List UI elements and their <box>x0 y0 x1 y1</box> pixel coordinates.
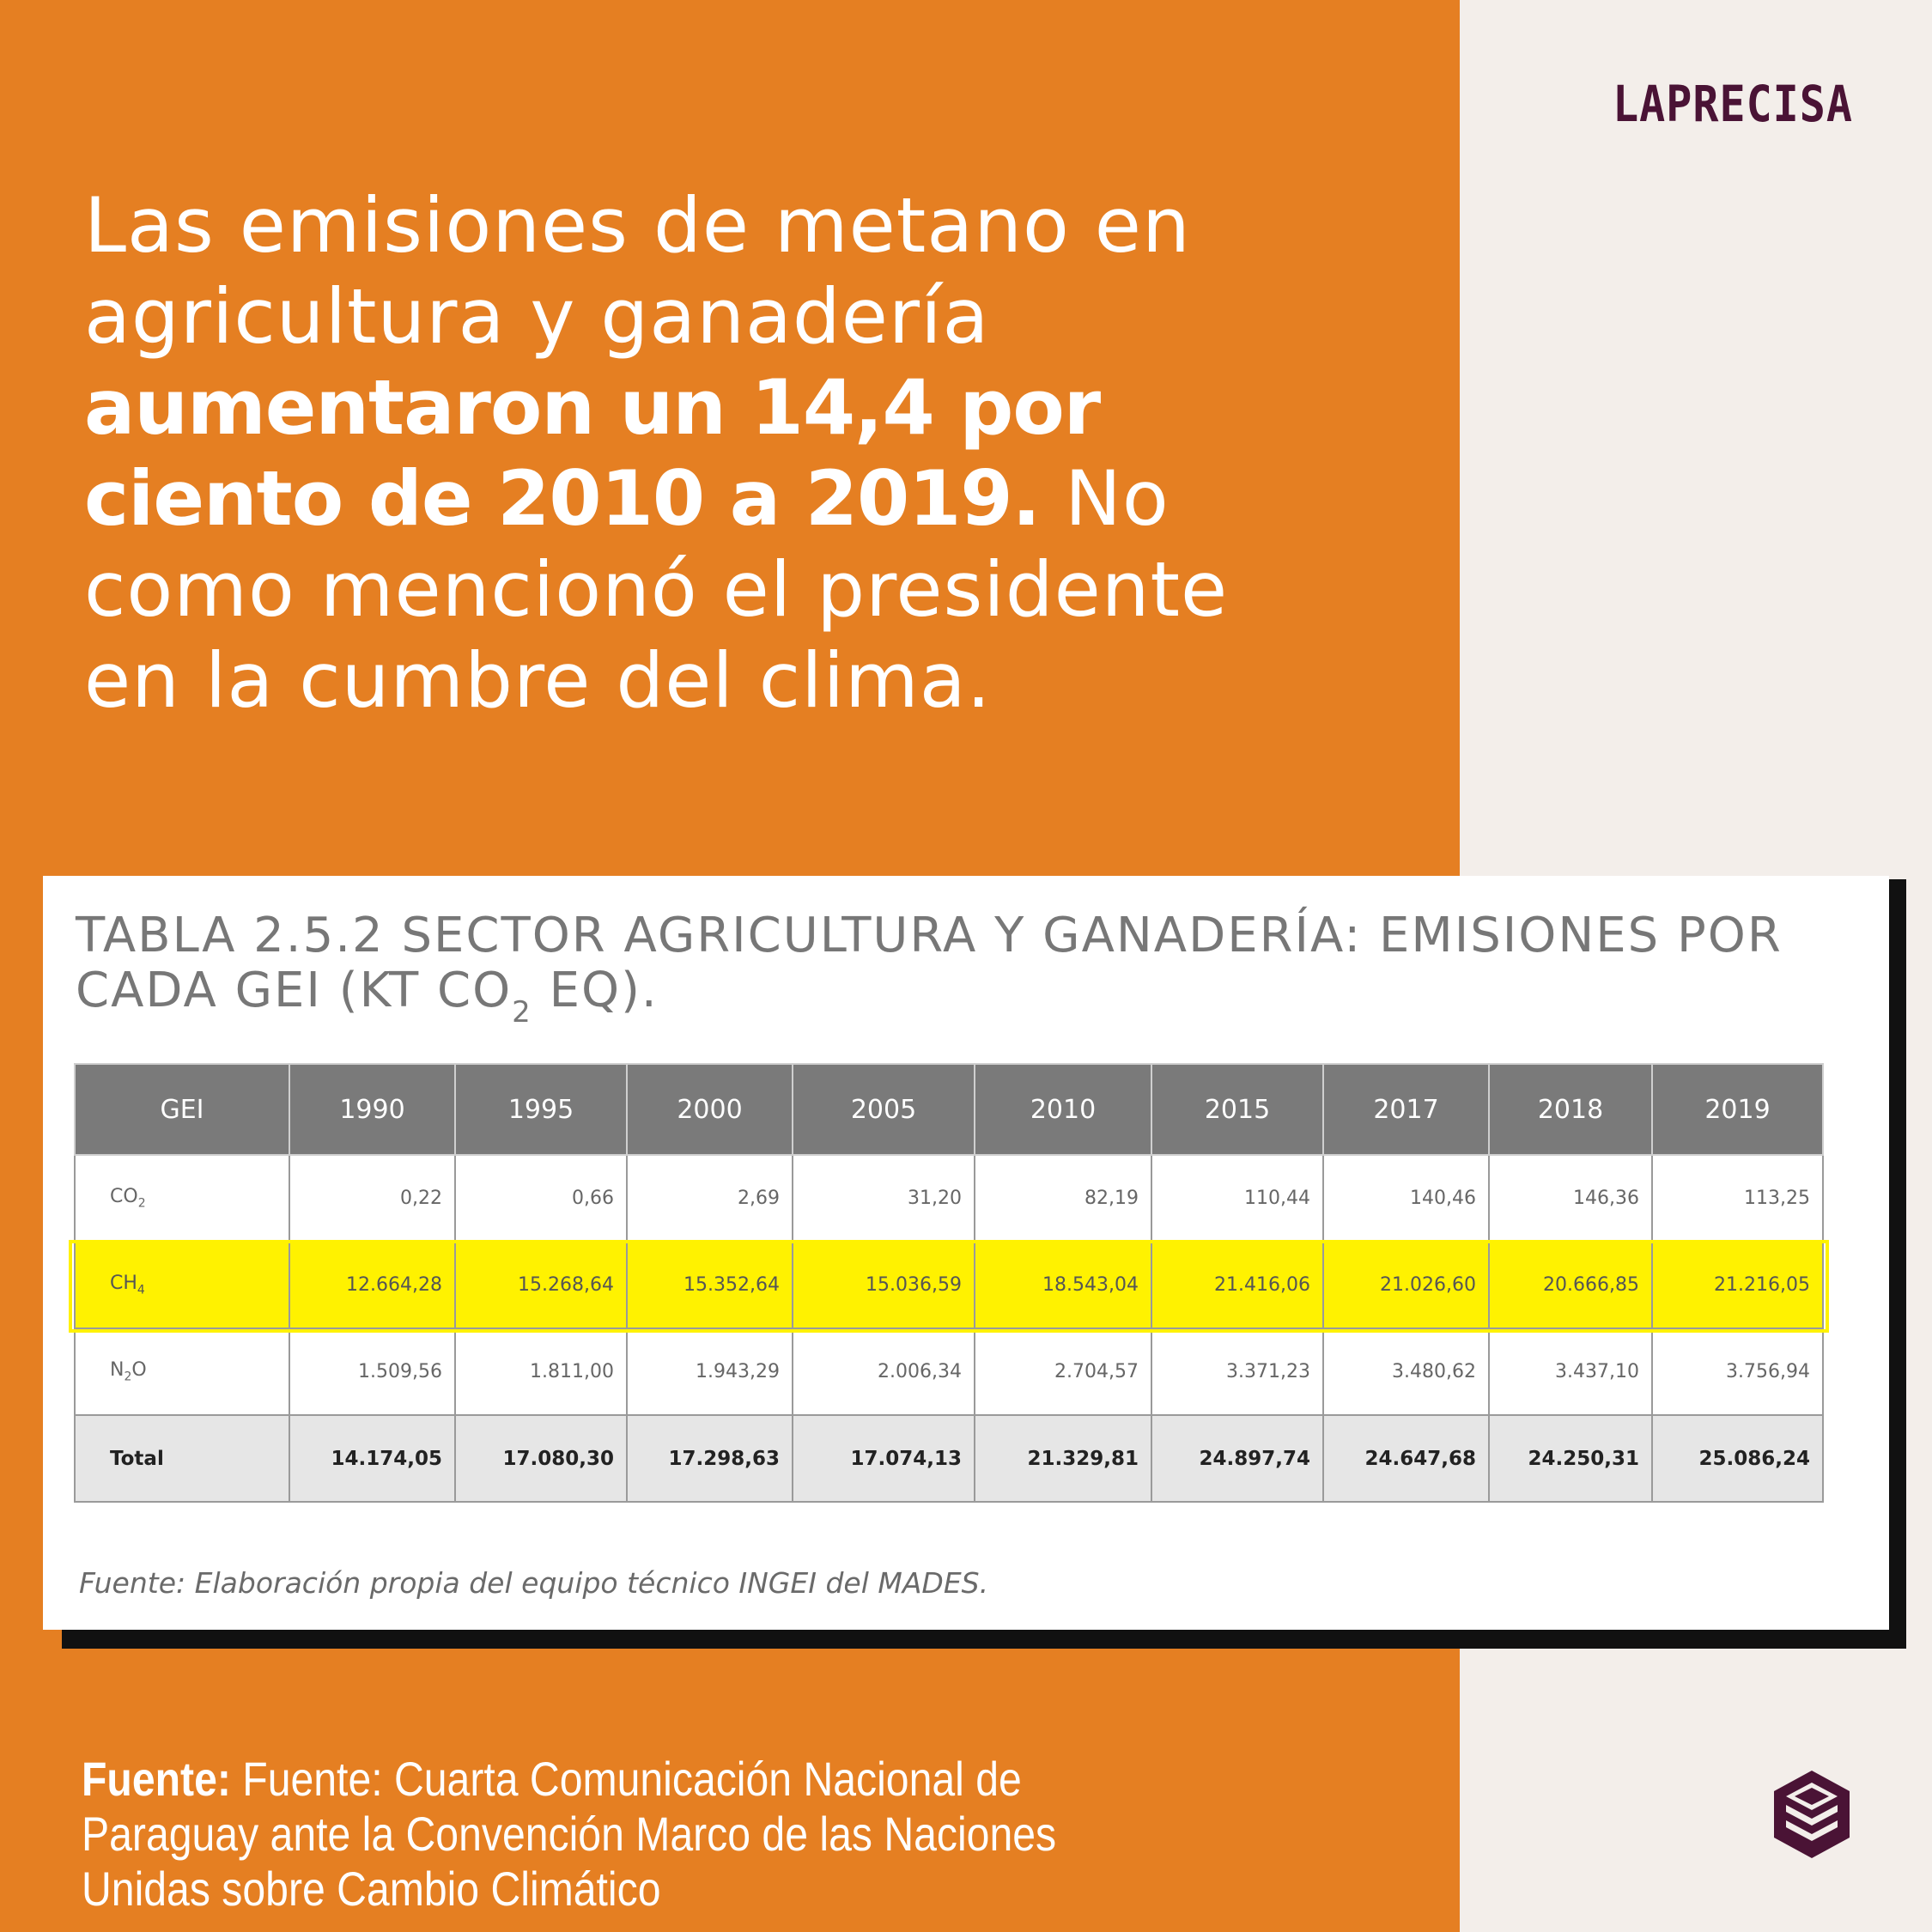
table-row-co2: CO2 0,22 0,66 2,69 31,20 82,19 110,44 14… <box>74 1154 1824 1242</box>
row-label-text: CH <box>110 1273 137 1295</box>
table-cell: 24.897,74 <box>1151 1414 1324 1503</box>
row-label: Total <box>74 1414 290 1503</box>
row-label: CO2 <box>74 1154 290 1242</box>
table-row-ch4: CH4 12.664,28 15.268,64 15.352,64 15.036… <box>74 1241 1824 1329</box>
table-cell: 2,69 <box>626 1154 793 1242</box>
row-label-sub: 2 <box>124 1370 132 1384</box>
table-row-total: Total 14.174,05 17.080,30 17.298,63 17.0… <box>74 1414 1824 1503</box>
table-cell: 82,19 <box>974 1154 1152 1242</box>
column-header: GEI <box>74 1063 290 1156</box>
row-label: N2O <box>74 1327 290 1416</box>
table-cell: 15.036,59 <box>792 1241 975 1329</box>
table-cell: 1.811,00 <box>454 1327 628 1416</box>
table-cell: 113,25 <box>1651 1154 1824 1242</box>
table-cell: 17.074,13 <box>792 1414 975 1503</box>
table-title-main: TABLA 2.5.2 SECTOR AGRICULTURA Y GANADER… <box>76 908 1783 1018</box>
table-cell: 140,46 <box>1322 1154 1490 1242</box>
footer-source-text: Fuente: Cuarta Comunicación Nacional de … <box>82 1752 1057 1916</box>
table-cell: 3.756,94 <box>1651 1327 1824 1416</box>
column-header: 2015 <box>1151 1063 1324 1156</box>
column-header: 2017 <box>1322 1063 1490 1156</box>
table-title: TABLA 2.5.2 SECTOR AGRICULTURA Y GANADER… <box>76 908 1870 1040</box>
table-cell: 1.509,56 <box>289 1327 456 1416</box>
table-header-row: GEI 1990 1995 2000 2005 2010 2015 2017 2… <box>74 1063 1824 1156</box>
table-cell: 146,36 <box>1488 1154 1653 1242</box>
table-cell: 31,20 <box>792 1154 975 1242</box>
table-cell: 24.647,68 <box>1322 1414 1490 1503</box>
table-cell: 0,66 <box>454 1154 628 1242</box>
table-card: TABLA 2.5.2 SECTOR AGRICULTURA Y GANADER… <box>43 876 1889 1630</box>
table-cell: 0,22 <box>289 1154 456 1242</box>
table-cell: 25.086,24 <box>1651 1414 1824 1503</box>
row-label-sub: 2 <box>137 1196 146 1211</box>
headline: Las emisiones de metano en agricultura y… <box>84 180 1269 726</box>
stacked-cube-icon <box>1774 1771 1850 1858</box>
footer-source: Fuente: Fuente: Cuarta Comunicación Naci… <box>82 1752 1189 1917</box>
column-header: 2018 <box>1488 1063 1653 1156</box>
headline-part1: Las emisiones de metano en agricultura y… <box>84 181 1191 361</box>
table-title-sub: 2 <box>512 995 532 1030</box>
table-cell: 21.416,06 <box>1151 1241 1324 1329</box>
column-header: 1990 <box>289 1063 456 1156</box>
table-title-end: EQ). <box>532 963 659 1018</box>
table-cell: 14.174,05 <box>289 1414 456 1503</box>
column-header: 2010 <box>974 1063 1152 1156</box>
row-label: CH4 <box>74 1241 290 1329</box>
table-cell: 3.480,62 <box>1322 1327 1490 1416</box>
table-cell: 21.026,60 <box>1322 1241 1490 1329</box>
column-header: 1995 <box>454 1063 628 1156</box>
row-label-end: O <box>131 1359 147 1382</box>
table-cell: 2.006,34 <box>792 1327 975 1416</box>
table-cell: 15.352,64 <box>626 1241 793 1329</box>
table-cell: 21.329,81 <box>974 1414 1152 1503</box>
table-cell: 15.268,64 <box>454 1241 628 1329</box>
row-label-text: CO <box>110 1186 138 1208</box>
table-row-n2o: N2O 1.509,56 1.811,00 1.943,29 2.006,34 … <box>74 1327 1824 1416</box>
table-cell: 20.666,85 <box>1488 1241 1653 1329</box>
table-cell: 12.664,28 <box>289 1241 456 1329</box>
table-cell: 21.216,05 <box>1651 1241 1824 1329</box>
column-header: 2005 <box>792 1063 975 1156</box>
table-cell: 2.704,57 <box>974 1327 1152 1416</box>
row-label-text: N <box>110 1359 125 1382</box>
table-cell: 110,44 <box>1151 1154 1324 1242</box>
brand-logo: LAPRECISA <box>1613 76 1853 133</box>
column-header: 2000 <box>626 1063 793 1156</box>
table-cell: 3.437,10 <box>1488 1327 1653 1416</box>
column-header: 2019 <box>1651 1063 1824 1156</box>
emissions-table: GEI 1990 1995 2000 2005 2010 2015 2017 2… <box>74 1063 1824 1503</box>
table-source-note: Fuente: Elaboración propia del equipo té… <box>79 1566 989 1600</box>
highlight-frame <box>69 1240 1829 1333</box>
table-cell: 3.371,23 <box>1151 1327 1324 1416</box>
table-cell: 17.298,63 <box>626 1414 793 1503</box>
footer-source-label: Fuente: <box>82 1752 231 1806</box>
table-cell: 17.080,30 <box>454 1414 628 1503</box>
table-cell: 1.943,29 <box>626 1327 793 1416</box>
headline-part2: No como mencionó el presidente en la cum… <box>84 454 1229 725</box>
row-label-sub: 4 <box>137 1283 145 1297</box>
table-cell: 24.250,31 <box>1488 1414 1653 1503</box>
table-cell: 18.543,04 <box>974 1241 1152 1329</box>
headline-bold: aumentaron un 14,4 por ciento de 2010 a … <box>84 363 1101 543</box>
